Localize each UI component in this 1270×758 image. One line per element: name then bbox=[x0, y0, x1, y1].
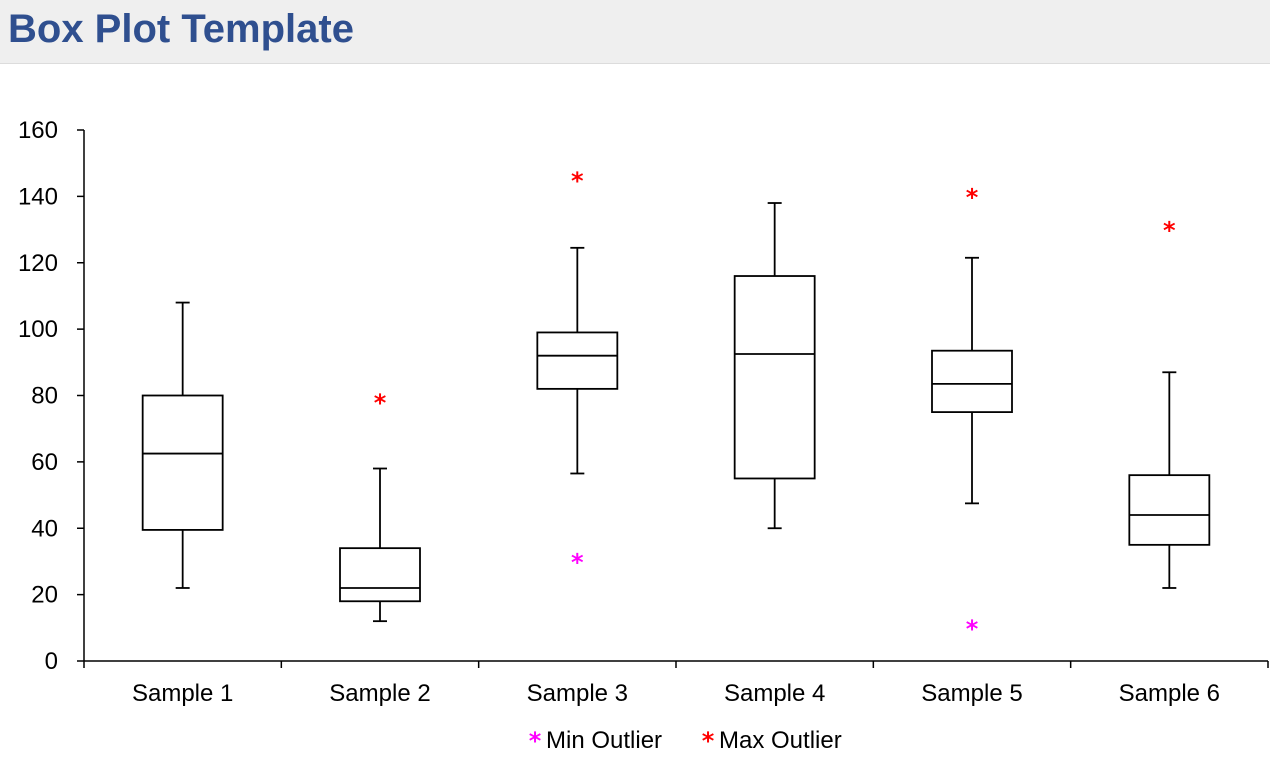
iqr-box bbox=[536, 331, 619, 390]
y-tick-label: 0 bbox=[45, 648, 58, 675]
legend: * Min Outlier * Max Outlier bbox=[529, 727, 842, 755]
y-tick-label: 60 bbox=[31, 449, 58, 476]
title-bar: Box Plot Template bbox=[0, 0, 1270, 64]
max-outlier-marker: * bbox=[571, 167, 584, 195]
box-group: ** bbox=[931, 183, 1013, 643]
axes: 0 20 40 60 80 100 120 140 160 Sample 1 Sample 2 Sam… bbox=[18, 117, 1269, 707]
iqr-box bbox=[339, 547, 421, 603]
legend-max-outlier-label: Max Outlier bbox=[719, 727, 842, 754]
legend-min-outlier-label: Min Outlier bbox=[546, 727, 662, 754]
box-group: ** bbox=[536, 167, 619, 576]
iqr-box bbox=[1128, 474, 1211, 546]
legend-min-outlier-marker: * bbox=[529, 727, 542, 755]
box-group bbox=[141, 301, 224, 589]
y-tick-label: 80 bbox=[31, 383, 58, 410]
y-tick-label: 120 bbox=[18, 250, 58, 277]
box-group: * bbox=[339, 389, 421, 623]
max-outlier-marker: * bbox=[966, 183, 979, 211]
y-tick-label: 100 bbox=[18, 316, 58, 343]
iqr-box bbox=[733, 275, 816, 480]
x-category-label: Sample 2 bbox=[329, 680, 430, 707]
x-category-label: Sample 6 bbox=[1119, 680, 1220, 707]
boxes: ****** bbox=[141, 167, 1211, 643]
max-outlier-marker: * bbox=[374, 389, 387, 417]
x-category-label: Sample 5 bbox=[921, 680, 1022, 707]
x-category-label: Sample 3 bbox=[527, 680, 628, 707]
min-outlier-marker: * bbox=[571, 548, 584, 576]
max-outlier-marker: * bbox=[1163, 217, 1176, 245]
y-tick-label: 160 bbox=[18, 117, 58, 144]
page-title: Box Plot Template bbox=[8, 7, 354, 51]
y-tick-label: 20 bbox=[31, 582, 58, 609]
iqr-box bbox=[931, 349, 1013, 413]
iqr-box bbox=[141, 394, 224, 531]
box-group bbox=[733, 202, 816, 530]
box-group: * bbox=[1128, 217, 1211, 589]
y-tick-label: 40 bbox=[31, 515, 58, 542]
y-tick-label: 140 bbox=[18, 183, 58, 210]
legend-max-outlier-marker: * bbox=[702, 727, 715, 755]
x-category-label: Sample 1 bbox=[132, 680, 233, 707]
x-category-label: Sample 4 bbox=[724, 680, 825, 707]
min-outlier-marker: * bbox=[966, 615, 979, 643]
